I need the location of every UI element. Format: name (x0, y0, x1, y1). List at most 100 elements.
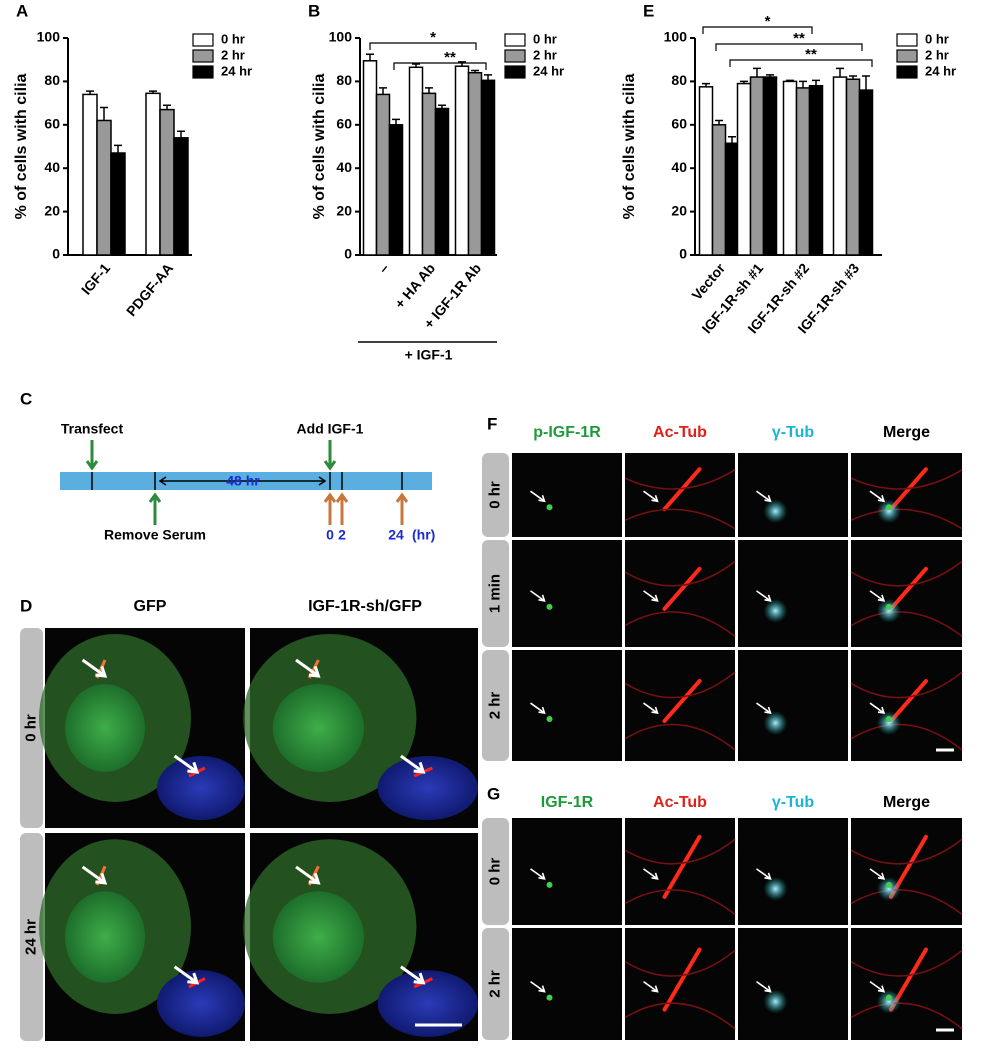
pointer-arrow (400, 965, 426, 985)
fibers (624, 560, 736, 637)
x-tick-label: – (375, 260, 392, 276)
significance-label: ** (805, 46, 817, 63)
y-tick-label: 20 (44, 202, 60, 218)
centrosome (763, 499, 788, 524)
bar (434, 107, 450, 256)
arrow (148, 492, 162, 525)
x-tick-label: IGF-1 (78, 260, 113, 298)
fibers (624, 469, 736, 530)
legend-label: 2 hr (925, 47, 949, 62)
legend-label: 2 hr (221, 47, 245, 62)
bar (762, 76, 778, 256)
centrosome (876, 711, 901, 736)
timepoint-label: 24 (388, 527, 404, 543)
row-label: 2 hr (486, 970, 503, 998)
bar (832, 76, 848, 256)
bar (749, 76, 765, 256)
legend-swatch (896, 65, 918, 79)
y-tick-label: 60 (44, 116, 60, 132)
micrograph (512, 540, 622, 647)
bar (795, 87, 811, 256)
timeline-unit: (hr) (412, 527, 435, 543)
bar (82, 93, 98, 256)
pointer-arrow (530, 868, 546, 880)
error-bar (766, 74, 774, 78)
bar (736, 82, 752, 256)
micrograph (512, 928, 622, 1040)
fibers (850, 469, 963, 530)
pointer-arrow (530, 702, 546, 715)
legend-swatch (896, 33, 918, 47)
fibers (624, 949, 736, 1030)
puncta (885, 881, 892, 888)
significance-bracket (729, 59, 873, 67)
centrosome (763, 989, 788, 1014)
row-label-box (482, 453, 509, 537)
bar (145, 92, 161, 256)
bar (408, 66, 424, 256)
error-bar (163, 104, 171, 110)
column-label: Merge (883, 794, 930, 811)
nucleus (65, 684, 145, 772)
error-bar (366, 53, 374, 61)
pointer-arrow (869, 490, 886, 503)
row-label: 2 hr (486, 692, 503, 720)
panel-letter: E (643, 1, 654, 20)
arrow (323, 440, 337, 471)
puncta (546, 881, 553, 888)
pointer-arrow (756, 980, 772, 993)
row-label-box (482, 540, 509, 647)
error-bar (740, 80, 748, 84)
column-label: IGF-1R-sh/GFP (308, 598, 422, 615)
pointer-arrow (643, 702, 659, 715)
pointer-arrow (643, 590, 659, 602)
micrograph (512, 453, 622, 537)
bar (845, 78, 861, 256)
panel-letter: G (487, 784, 500, 803)
error-bar (484, 74, 492, 81)
nucleus (272, 891, 364, 983)
pointer-arrow (530, 980, 546, 993)
legend-swatch (504, 33, 526, 47)
legend-swatch (192, 65, 214, 79)
micrograph (738, 540, 848, 647)
error-bar (392, 118, 400, 125)
column-label: Ac-Tub (653, 794, 707, 811)
timepoint-label: 2 (338, 527, 346, 543)
pointer-arrow (756, 590, 772, 602)
row-label-box (482, 818, 509, 925)
cilium (662, 566, 702, 611)
micrograph (512, 818, 622, 925)
pointer-arrow (173, 754, 200, 774)
error-bar (438, 104, 446, 109)
bar (782, 80, 798, 256)
nucleus (377, 756, 478, 820)
nucleus (272, 684, 364, 772)
bar (711, 124, 727, 256)
timeline-label: Transfect (61, 421, 124, 437)
significance-label: ** (793, 30, 805, 47)
error-bar (100, 106, 108, 121)
nucleus (65, 891, 145, 983)
pointer-arrow (869, 980, 886, 993)
legend-swatch (504, 65, 526, 79)
bar (454, 65, 470, 256)
panel-letter: C (20, 389, 32, 408)
bar (173, 137, 189, 256)
puncta (885, 504, 892, 511)
y-tick-label: 100 (664, 29, 688, 45)
timepoint-label: 0 (326, 527, 334, 543)
pointer-arrow (869, 702, 886, 715)
bar (159, 108, 175, 256)
arrow (85, 440, 99, 471)
significance-label: * (765, 13, 771, 30)
x-tick-label: PDGF-AA (123, 260, 176, 319)
error-bar (836, 67, 844, 78)
row-label: 24 hr (22, 919, 39, 955)
puncta (885, 716, 892, 723)
pointer-arrow (295, 865, 321, 885)
panel-letter: A (16, 1, 28, 20)
pointer-arrow (756, 868, 772, 880)
legend-label: 24 hr (925, 63, 956, 78)
